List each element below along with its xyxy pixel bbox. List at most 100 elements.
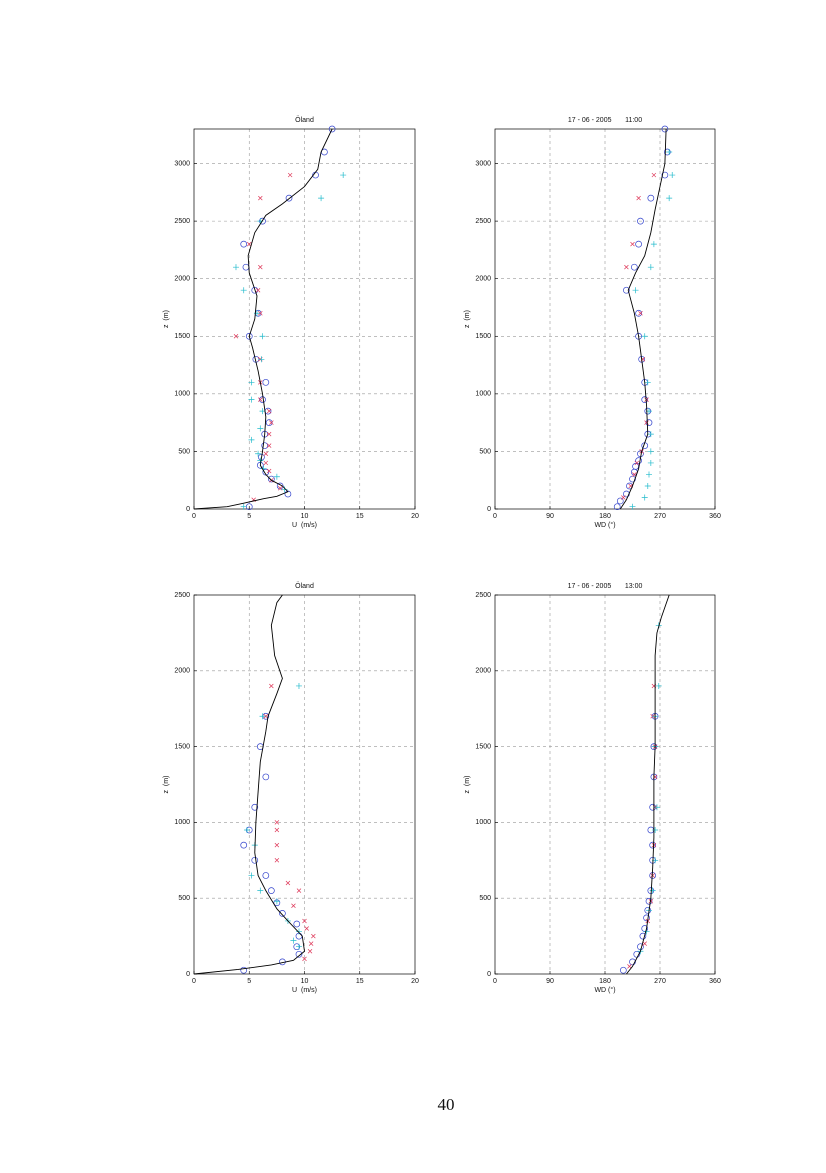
y-tick-label: 0: [186, 506, 190, 513]
x-tick-label: 90: [546, 513, 554, 520]
x-axis-label: WD (°): [594, 986, 615, 994]
cross-marker: [302, 956, 307, 962]
cross-marker: [266, 408, 272, 414]
cross-marker: [266, 468, 272, 474]
chart-title: Öland: [295, 582, 314, 590]
cross-marker: [263, 451, 269, 456]
cross-marker: [650, 873, 655, 878]
circle-marker: [616, 497, 624, 505]
circle-marker: [262, 378, 270, 386]
plus-marker: [244, 826, 251, 833]
cross-marker: [311, 933, 316, 939]
cross-marker: [269, 683, 274, 689]
x-tick-label: 20: [411, 978, 419, 985]
plus-marker: [259, 333, 266, 340]
plot-area: [495, 129, 715, 509]
chart: 0 90 180 270 360 0 500 1000 1500 2000 2500 17 - 06 …: [464, 583, 721, 994]
y-tick-label: 1500: [174, 743, 190, 750]
y-tick-label: 2000: [174, 668, 190, 675]
cross-marker: [287, 172, 293, 178]
cross-marker: [304, 926, 309, 931]
y-axis-label: z (m): [464, 310, 471, 328]
y-tick-label: 1000: [174, 819, 190, 826]
profile-line: [626, 594, 670, 975]
plus-marker: [258, 356, 265, 363]
plus-marker: [340, 172, 347, 179]
chart: 0 90 180 270 360 0 500 1000 1500 2000 2500 3000 17 -…: [464, 117, 721, 529]
cross-marker: [255, 287, 261, 293]
x-tick-label: 10: [301, 978, 309, 985]
plus-marker: [655, 682, 662, 689]
circle-marker: [328, 125, 336, 133]
y-tick-label: 2500: [475, 218, 491, 225]
profile-line: [619, 128, 667, 510]
circle-marker: [635, 457, 642, 464]
x-tick-label: 180: [599, 978, 611, 985]
x-tick-label: 5: [247, 513, 251, 520]
cross-marker: [308, 941, 314, 946]
plus-marker: [295, 682, 302, 689]
plus-marker: [646, 471, 652, 478]
plot-frame: [193, 594, 416, 975]
cross-marker: [274, 820, 280, 825]
plus-marker: [255, 450, 262, 457]
y-tick-label: 500: [479, 448, 491, 455]
plus-marker: [257, 425, 264, 432]
cross-marker: [651, 172, 657, 178]
circle-marker: [251, 856, 259, 864]
circle-marker: [285, 194, 293, 202]
cross-marker: [277, 486, 283, 491]
circle-marker: [635, 309, 642, 317]
cross-marker: [266, 443, 272, 448]
cross-marker: [634, 460, 640, 466]
circle-marker: [268, 887, 275, 894]
cross-marker: [642, 941, 647, 946]
cross-marker: [621, 495, 626, 500]
plus-marker: [653, 804, 660, 811]
circle-marker: [262, 872, 270, 879]
circle-marker: [641, 396, 649, 403]
x-tick-label: 180: [599, 513, 611, 520]
circle-marker: [623, 286, 630, 294]
y-axis-label: z (m): [163, 776, 170, 794]
plot-area: [495, 595, 715, 974]
circle-marker: [245, 332, 253, 340]
plus-marker: [647, 264, 654, 271]
cross-marker: [263, 460, 269, 466]
plus-marker: [281, 486, 288, 493]
circle-marker: [240, 966, 248, 974]
plus-marker: [647, 448, 654, 455]
circle-marker: [284, 490, 292, 498]
plot-frame: [494, 128, 716, 510]
circle-marker: [619, 966, 627, 974]
cross-marker: [247, 241, 252, 247]
y-axis-label: z (m): [464, 776, 471, 794]
plus-marker: [644, 482, 651, 489]
plus-marker: [666, 195, 673, 202]
plot-frame: [494, 594, 716, 975]
plus-marker: [649, 887, 656, 894]
y-tick-label: 0: [186, 971, 190, 978]
plot-area: [194, 129, 415, 509]
chart: 0 5 10 15 20 0 500 1000 1500 2000 2500 3000 Öland U (…: [163, 116, 419, 529]
circle-marker: [637, 217, 644, 225]
x-tick-label: 15: [356, 978, 364, 985]
plus-marker: [248, 396, 255, 403]
cross-marker: [296, 888, 302, 893]
circle-marker: [262, 773, 270, 781]
plot-frame: [193, 128, 416, 510]
plus-marker: [641, 333, 648, 340]
circle-marker: [293, 920, 301, 928]
circle-marker: [639, 932, 647, 940]
circle-marker: [647, 194, 655, 202]
cross-marker: [291, 903, 296, 909]
y-tick-label: 3000: [174, 160, 190, 167]
cross-marker: [258, 397, 263, 402]
x-tick-label: 270: [654, 513, 666, 520]
y-tick-label: 500: [178, 895, 190, 902]
circle-marker: [276, 482, 284, 490]
plus-marker: [248, 379, 255, 386]
circle-marker: [613, 503, 621, 511]
cross-marker: [258, 264, 263, 270]
plus-marker: [666, 149, 673, 156]
